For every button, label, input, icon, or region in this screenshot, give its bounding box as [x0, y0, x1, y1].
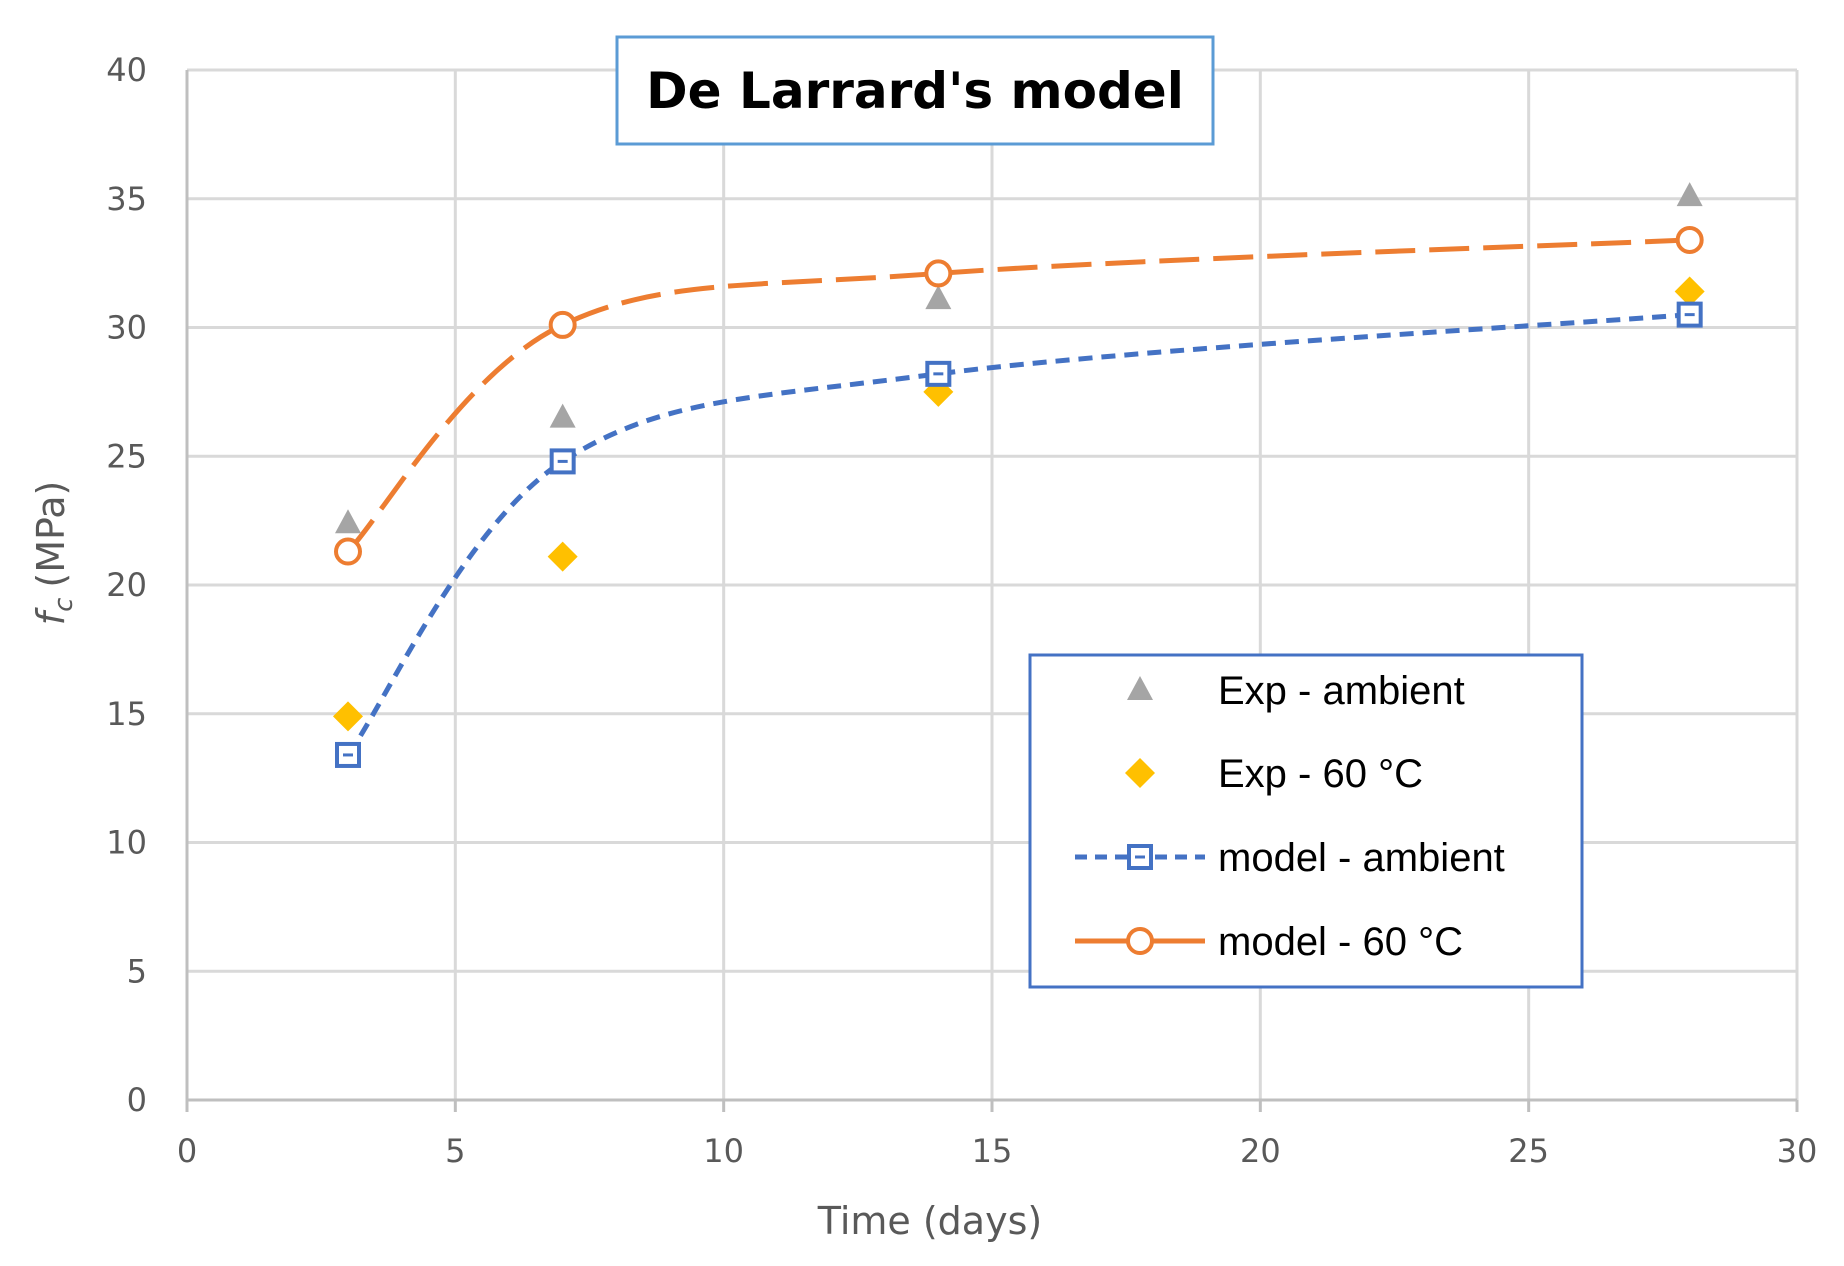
chart-title-box: De Larrard's model — [615, 35, 1215, 146]
tick-labels: 0 5 10 15 20 25 30 35 40 0 5 10 15 20 25 30 — [106, 51, 1817, 1170]
data-point-diamond — [547, 541, 578, 572]
data-point-triangle — [1676, 182, 1703, 207]
series-layer — [333, 182, 1705, 768]
x-tick-label: 30 — [1777, 1132, 1818, 1170]
y-tick-label: 15 — [106, 695, 147, 733]
x-tick-label: 10 — [703, 1132, 744, 1170]
y-tick-label: 40 — [106, 51, 147, 89]
legend-marker-circle — [1126, 927, 1154, 955]
data-point-diamond — [1674, 276, 1705, 307]
title-frame — [615, 35, 1215, 146]
y-tick-label: 0 — [127, 1081, 147, 1119]
data-point-triangle — [549, 403, 576, 428]
y-tick-label: 5 — [127, 952, 147, 990]
x-tick-label: 20 — [1240, 1132, 1281, 1170]
y-tick-label: 10 — [106, 824, 147, 862]
legend-label: model - ambient — [1218, 836, 1505, 880]
x-tick-label: 5 — [445, 1132, 465, 1170]
legend-label: Exp - 60 °C — [1218, 752, 1423, 796]
y-axis-subscript: c — [49, 598, 79, 612]
data-point-square — [335, 741, 361, 768]
data-point-circle — [334, 537, 362, 566]
x-tick-label: 15 — [972, 1132, 1013, 1170]
legend-marker-diamond — [1125, 758, 1155, 788]
y-tick-label: 20 — [106, 566, 147, 604]
legend-frame — [1028, 653, 1584, 989]
data-point-circle — [924, 259, 953, 288]
legend: Exp - ambient Exp - 60 °C model - ambient m… — [1028, 653, 1584, 989]
y-tick-label: 25 — [106, 437, 147, 475]
x-tick-label: 0 — [177, 1132, 197, 1170]
axes — [185, 70, 1799, 1112]
data-point-triangle — [335, 509, 361, 534]
data-point-square — [925, 360, 952, 387]
chart-title: De Larrard's model — [646, 62, 1184, 120]
legend-label: Exp - ambient — [1218, 669, 1465, 713]
data-point-triangle — [925, 285, 952, 310]
legend-marker-triangle — [1127, 676, 1153, 700]
y-tick-label: 30 — [106, 309, 147, 347]
series-line-circle — [346, 237, 1690, 554]
data-point-circle — [1675, 225, 1704, 254]
data-point-diamond — [333, 701, 363, 732]
legend-marker-square — [1127, 844, 1153, 870]
x-tick-label: 25 — [1508, 1132, 1549, 1170]
data-point-circle — [548, 310, 577, 339]
data-point-square — [1676, 301, 1703, 328]
legend-label: model - 60 °C — [1218, 920, 1463, 964]
series-line-square — [345, 312, 1690, 757]
y-tick-label: 35 — [106, 180, 147, 218]
y-axis-unit: (MPa) — [29, 481, 73, 588]
y-axis-label: fc(MPa) — [29, 481, 79, 626]
x-axis-label: Time (days) — [817, 1199, 1042, 1243]
data-point-square — [549, 448, 576, 475]
